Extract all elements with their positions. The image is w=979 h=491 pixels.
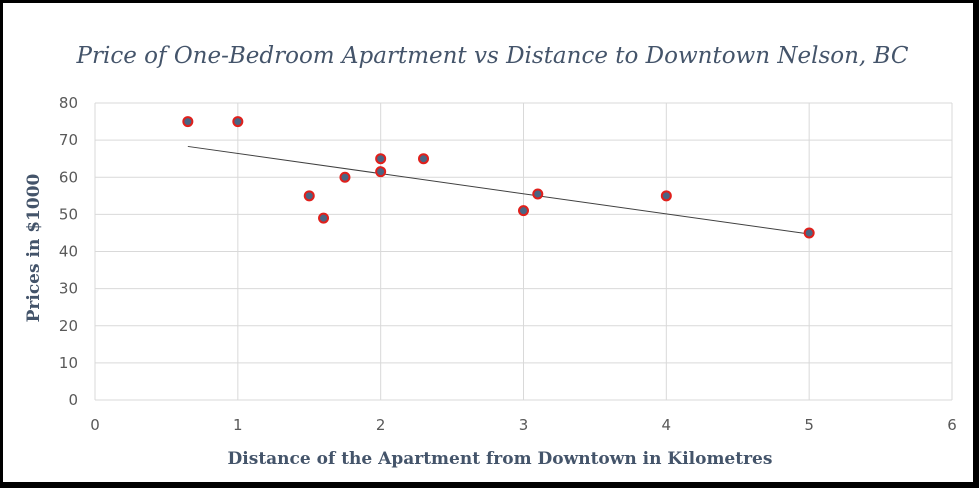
x-tick-labels: 0 1 2 3 4 5 6 [90,416,957,434]
y-gridlines [95,102,952,401]
points-layer [182,116,815,239]
x-tick-label: 3 [519,416,529,434]
x-tick-label: 4 [662,416,672,434]
scatter-point [518,205,529,217]
plot-area: 0 1 2 3 4 5 6 0 10 20 30 40 50 60 70 80 [59,94,957,434]
y-tick-label: 0 [68,391,78,409]
y-tick-label: 70 [59,131,78,149]
scatter-point [375,166,387,178]
scatter-point [803,227,815,239]
y-tick-label: 30 [59,280,78,298]
y-axis-label: Prices in $1000 [24,173,44,323]
x-tick-label: 2 [376,416,386,434]
scatter-point [182,116,194,128]
scatter-point [339,171,351,183]
y-tick-labels: 0 10 20 30 40 50 60 70 80 [59,94,78,409]
trendline [187,145,810,235]
scatter-point [660,190,672,202]
x-tick-label: 0 [90,416,100,434]
scatter-point [375,153,387,165]
trendline-layer [187,145,810,235]
y-tick-label: 80 [59,94,78,112]
scatter-point [232,116,244,128]
scatter-point [418,153,430,165]
y-tick-label: 60 [59,168,78,186]
x-tick-label: 6 [947,416,957,434]
x-axis-label: Distance of the Apartment from Downtown … [227,449,773,469]
y-tick-label: 10 [59,354,78,372]
scatter-point [532,188,544,200]
chart-title: Price of One-Bedroom Apartment vs Distan… [76,43,909,69]
scatter-point [318,212,330,224]
x-tick-label: 1 [233,416,243,434]
y-tick-label: 40 [59,243,78,261]
scatter-point [303,190,315,202]
y-tick-label: 50 [59,205,78,223]
y-tick-label: 20 [59,317,78,335]
x-tick-label: 5 [804,416,814,434]
